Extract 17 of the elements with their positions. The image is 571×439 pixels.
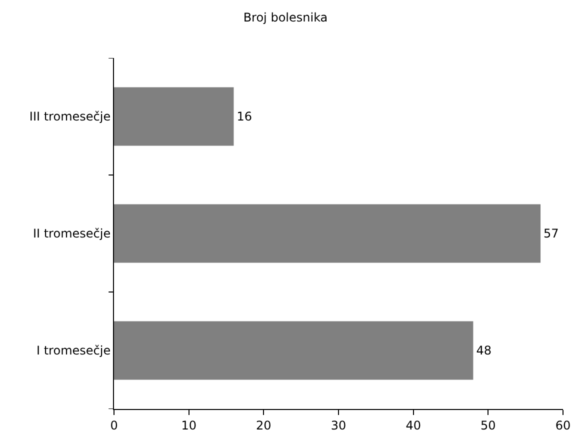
data-label: 16: [236, 110, 252, 124]
x-tick-label: 60: [555, 418, 571, 432]
bar: [114, 87, 234, 146]
data-label: 57: [544, 226, 559, 240]
x-tick-label: 0: [110, 418, 118, 432]
x-tick-label: 40: [406, 418, 421, 432]
x-tick-label: 50: [480, 418, 496, 432]
x-tick-label: 30: [330, 418, 346, 432]
y-tick-label: I tromesečje: [36, 344, 111, 358]
bar: [114, 321, 474, 380]
bar: [114, 204, 541, 263]
y-tick-label: III tromesečje: [29, 110, 111, 124]
x-tick-label: 10: [181, 418, 196, 432]
data-label: 48: [476, 344, 492, 358]
x-tick-label: 20: [256, 418, 272, 432]
y-tick-label: II tromesečje: [32, 226, 111, 241]
chart-title: Broj bolesnika: [243, 10, 328, 25]
